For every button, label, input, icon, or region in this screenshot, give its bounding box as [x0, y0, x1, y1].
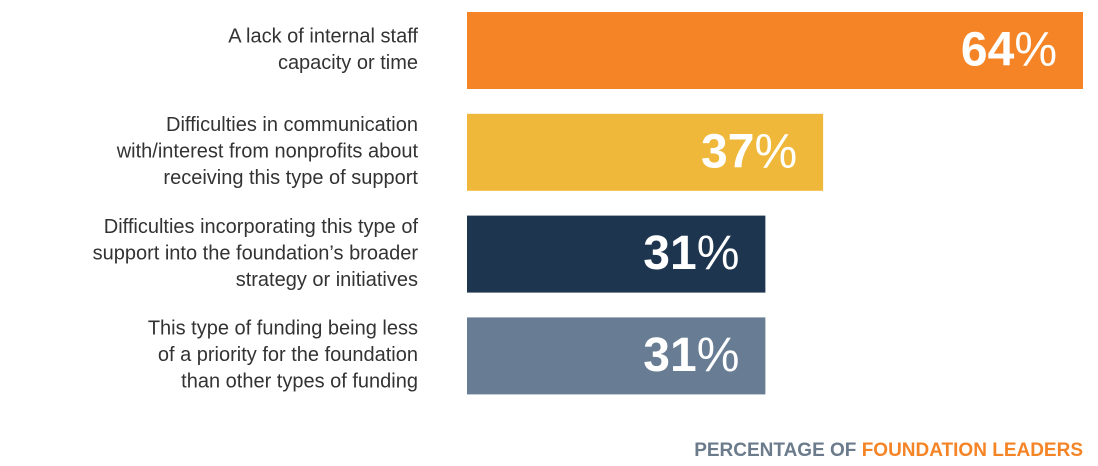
axis-label-part: PERCENTAGE OF — [694, 440, 862, 461]
bar — [467, 113, 824, 191]
bar — [467, 12, 1083, 89]
category-label: strategy or initiatives — [236, 269, 418, 291]
bar — [467, 317, 766, 395]
axis-label-part: FOUNDATION LEADERS — [862, 440, 1083, 461]
value-label: 64% — [961, 23, 1057, 76]
category-label: A lack of internal staff — [228, 26, 418, 48]
category-label: Difficulties in communication — [166, 114, 418, 136]
value-label: 31% — [643, 227, 739, 280]
bar — [467, 215, 766, 293]
category-label: with/interest from nonprofits about — [116, 141, 419, 163]
category-label: than other types of funding — [181, 371, 418, 393]
category-label: Difficulties incorporating this type of — [104, 216, 419, 238]
category-label: capacity or time — [278, 52, 418, 74]
category-label: receiving this type of support — [163, 167, 418, 189]
category-label: support into the foundation’s broader — [93, 242, 419, 264]
category-label: This type of funding being less — [148, 318, 418, 340]
category-label: of a priority for the foundation — [158, 344, 418, 366]
value-label: 31% — [643, 329, 739, 382]
axis-label: PERCENTAGE OF FOUNDATION LEADERS — [694, 440, 1083, 461]
value-label: 37% — [701, 125, 797, 178]
